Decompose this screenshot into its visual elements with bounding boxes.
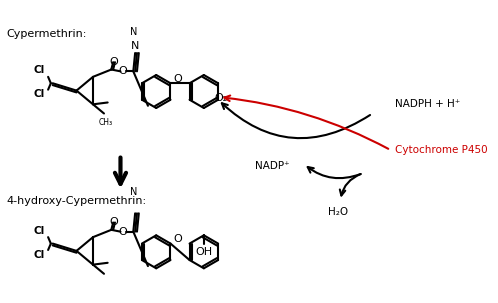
Text: Cypermethrin:: Cypermethrin: (6, 29, 86, 39)
Text: 4-hydroxy-Cypermethrin:: 4-hydroxy-Cypermethrin: (6, 196, 146, 206)
Text: Cl: Cl (33, 226, 44, 236)
Text: CH₃: CH₃ (99, 118, 113, 127)
Text: NADPH + H⁺: NADPH + H⁺ (395, 99, 461, 109)
Text: O: O (173, 234, 182, 244)
Text: Cl: Cl (33, 250, 44, 260)
Text: N: N (129, 187, 137, 197)
Text: Cl: Cl (33, 65, 44, 75)
Text: O: O (110, 57, 119, 67)
Text: NADP⁺: NADP⁺ (255, 161, 290, 171)
Text: Cytochrome P450: Cytochrome P450 (395, 145, 488, 155)
Text: O: O (173, 74, 182, 84)
Text: O: O (119, 66, 127, 76)
Text: O₂: O₂ (215, 93, 228, 103)
Text: N: N (129, 27, 137, 37)
Text: OH: OH (195, 247, 213, 257)
Text: O: O (110, 218, 119, 228)
Text: H₂O: H₂O (328, 207, 348, 217)
Text: Cl: Cl (33, 89, 44, 99)
Text: N: N (131, 41, 139, 51)
Text: O: O (119, 227, 127, 237)
